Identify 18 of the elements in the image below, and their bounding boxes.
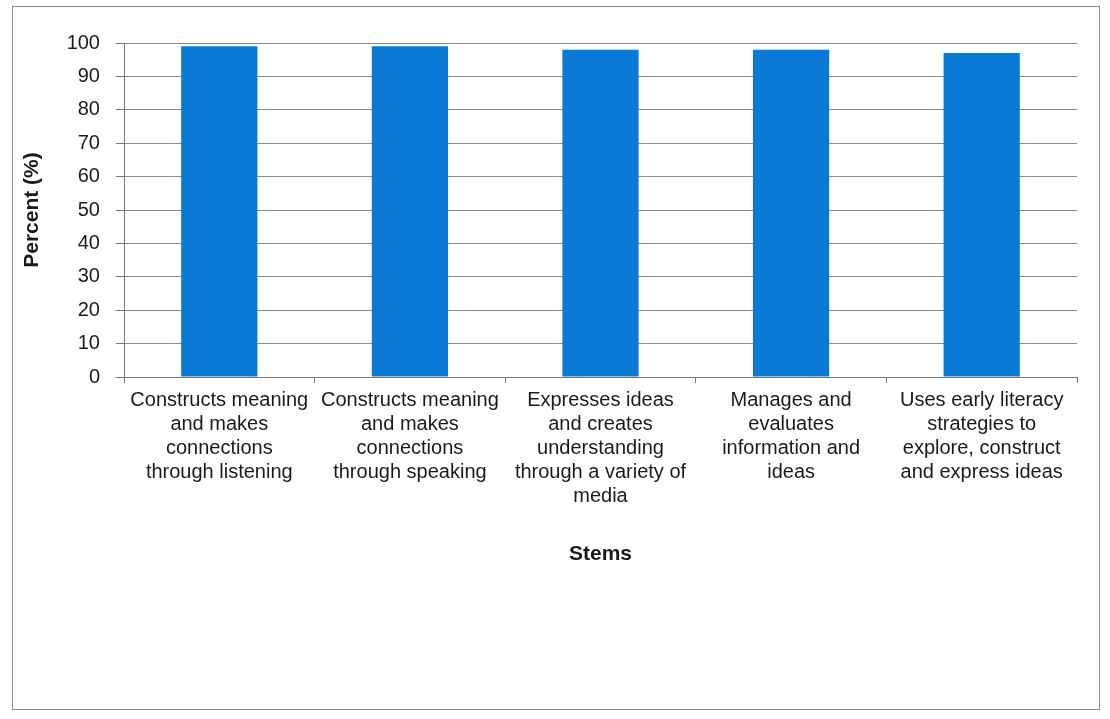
- x-tick-label: Manages and evaluates information and ideas: [722, 387, 861, 482]
- y-tick-label: 50: [77, 197, 100, 220]
- x-tick-label: Expresses ideas and creates understanding through a variety of media: [514, 387, 687, 506]
- y-tick-label: 10: [77, 331, 100, 354]
- y-tick-label: 70: [77, 130, 100, 153]
- y-tick-label: 90: [77, 63, 100, 86]
- y-axis-title: Percent (%): [19, 152, 43, 268]
- y-tick-label: 80: [77, 97, 100, 120]
- y-tick-label: 0: [88, 364, 100, 387]
- y-tick-label: 40: [77, 230, 100, 253]
- x-tick-label: Uses early literacy strategies to explore, construct and express ideas: [900, 387, 1064, 482]
- y-tick-label: 20: [77, 297, 100, 320]
- y-tick-label: 100: [66, 30, 100, 53]
- x-tick-label: Constructs meaning and makes connections through speaking: [320, 387, 499, 482]
- y-tick-label: 30: [77, 264, 100, 287]
- x-tick-label: Constructs meaning and makes connections through listening: [130, 387, 309, 482]
- x-axis-title: Stems: [568, 541, 633, 565]
- y-tick-label: 60: [77, 164, 100, 187]
